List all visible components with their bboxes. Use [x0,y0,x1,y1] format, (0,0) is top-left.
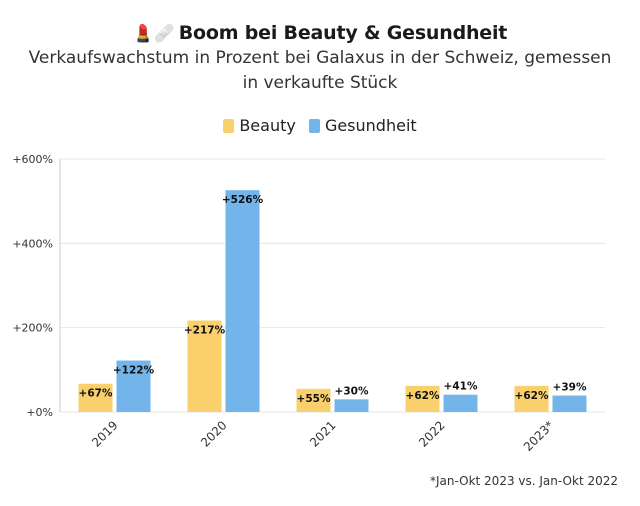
legend-label-beauty: Beauty [239,116,296,135]
y-tick-label: +0% [26,406,53,419]
bar-gesundheit-2023[interactable] [552,395,587,412]
legend-item-beauty[interactable]: Beauty [223,116,296,135]
chart-title-text: Boom bei Beauty & Gesundheit [178,22,508,44]
bar-beauty-2023[interactable] [514,385,549,412]
legend-item-gesundheit[interactable]: Gesundheit [308,116,417,135]
chart-header: 💄🩹 Boom bei Beauty & Gesundheit Verkaufsw… [0,22,640,96]
data-label: +55% [297,393,331,405]
bar-beauty-2020[interactable] [187,320,222,412]
data-label: +62% [515,390,549,402]
legend-swatch-beauty [223,118,235,133]
chart-title: 💄🩹 Boom bei Beauty & Gesundheit [0,22,640,44]
y-tick-label: +200% [12,322,53,335]
bar-beauty-2021[interactable] [296,388,331,412]
legend: Beauty Gesundheit [0,116,640,137]
bar-gesundheit-2021[interactable] [334,399,369,412]
x-tick-label: 2020 [198,418,229,449]
data-label: +217% [184,324,226,336]
data-label: +62% [406,390,440,402]
data-label: +67% [79,388,113,400]
legend-swatch-gesundheit [308,118,320,133]
bar-gesundheit-2020[interactable] [225,190,260,412]
footnote: *Jan-Okt 2023 vs. Jan-Okt 2022 [429,474,618,488]
legend-label-gesundheit: Gesundheit [324,116,417,135]
data-label: +41% [444,381,478,393]
data-label: +30% [335,385,369,397]
bar-beauty-2019[interactable] [78,383,113,412]
x-tick-label: 2022 [416,418,447,449]
chart-subtitle: Verkaufswachstum in Prozent bei Galaxus … [28,48,612,93]
x-tick-label: 2023* [521,418,557,454]
y-tick-label: +400% [12,237,53,250]
lipstick-bandage-icon: 💄🩹 [132,24,175,44]
data-label: +39% [553,382,587,394]
x-tick-label: 2019 [89,418,120,449]
y-tick-label: +600% [12,153,53,166]
bar-beauty-2022[interactable] [405,385,440,412]
bar-gesundheit-2022[interactable] [443,394,478,412]
data-label: +122% [113,365,155,377]
bar-gesundheit-2019[interactable] [116,360,151,412]
x-tick-label: 2021 [307,418,338,449]
data-label: +526% [222,194,264,206]
